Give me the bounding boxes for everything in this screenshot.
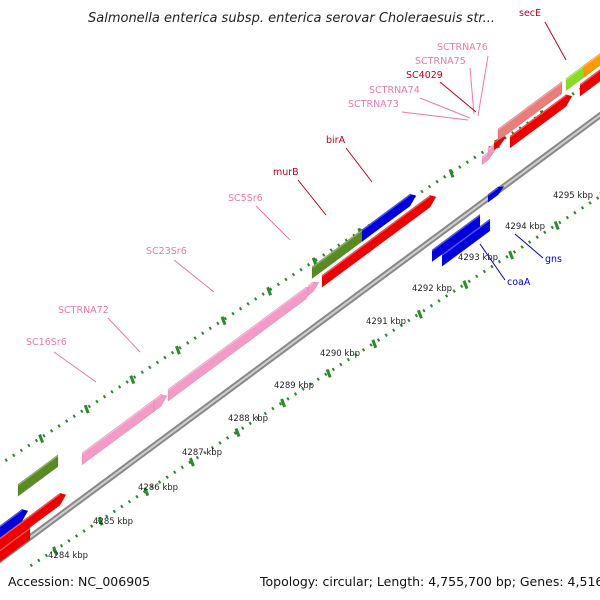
kbp-tick-label: 4284 kbp [48, 551, 88, 561]
gene-olive-left[interactable] [17, 454, 59, 497]
outer-tick [83, 404, 90, 414]
label-leader-line [345, 147, 373, 183]
inner-tick [143, 487, 150, 497]
gene-sctrna72[interactable] [153, 394, 168, 413]
gene-sc16sr6[interactable] [81, 399, 161, 466]
kbp-tick-label: 4291 kbp [366, 317, 406, 327]
gene-gns-a[interactable] [441, 218, 491, 267]
label-murB[interactable]: murB [273, 167, 299, 178]
inner-tick [188, 457, 195, 467]
label-leader-line [477, 55, 489, 117]
gene-red-left-a[interactable] [0, 492, 67, 557]
label-sctrna72[interactable]: SCTRNA72 [58, 305, 109, 316]
inner-tick [325, 368, 332, 378]
outer-tick [266, 286, 273, 296]
gene-sc5sr6[interactable] [307, 281, 320, 297]
kbp-tick-label: 4285 kbp [93, 517, 133, 527]
label-leader-line [297, 179, 327, 216]
outer-tick [448, 168, 455, 178]
accession-text: Accession: NC_006905 [8, 574, 150, 589]
gene-sctrna73[interactable] [481, 151, 495, 166]
label-leader-line [107, 317, 141, 353]
label-sctrna73[interactable]: SCTRNA73 [348, 99, 399, 110]
label-sctrna74[interactable]: SCTRNA74 [369, 85, 420, 96]
inner-tick [553, 221, 560, 231]
label-secE[interactable]: secE [519, 8, 541, 19]
inner-tick [52, 546, 59, 556]
label-leader-line [419, 97, 471, 119]
gene-orange-right[interactable] [583, 50, 600, 78]
label-sctrna76[interactable]: SCTRNA76 [437, 42, 488, 53]
inner-tick [416, 309, 423, 319]
inner-tick [462, 280, 469, 290]
gene-red-far-right[interactable] [579, 66, 600, 97]
label-sc5sr6[interactable]: SC5Sr6 [228, 193, 263, 204]
label-leader-line [255, 205, 291, 241]
kbp-tick-label: 4289 kbp [274, 381, 314, 391]
label-sc4029[interactable]: SC4029 [406, 70, 443, 81]
label-leader-line [401, 111, 469, 121]
label-gns[interactable]: gns [545, 254, 562, 265]
label-sctrna75[interactable]: SCTRNA75 [415, 56, 466, 67]
label-leader-line [439, 81, 477, 113]
outer-tick [129, 375, 136, 385]
label-leader-line [514, 233, 544, 259]
label-leader-line [479, 243, 506, 281]
map-title: Salmonella enterica subsp. enterica sero… [88, 11, 495, 26]
label-leader-line [53, 351, 97, 383]
inner-tick [371, 339, 378, 349]
label-coaA[interactable]: coaA [507, 277, 531, 288]
inner-tick [97, 516, 104, 526]
outer-tick [220, 316, 227, 326]
kbp-tick-label: 4290 kbp [320, 349, 360, 359]
gene-gns-b[interactable] [487, 186, 505, 203]
gene-red-birA[interactable] [371, 194, 437, 251]
summary-text: Topology: circular; Length: 4,755,700 bp… [259, 574, 600, 589]
inner-dot-track [0, 194, 600, 588]
label-leader-line [173, 259, 215, 293]
outer-tick [174, 345, 181, 355]
kbp-tick-label: 4287 kbp [182, 448, 222, 458]
label-birA[interactable]: birA [326, 135, 346, 146]
gene-red-left-b[interactable] [0, 526, 31, 569]
gene-features [0, 50, 600, 569]
inner-tick [234, 427, 241, 438]
label-leader-line [469, 67, 475, 115]
kbp-tick-label: 4295 kbp [553, 191, 593, 201]
label-sc16sr6[interactable]: SC16Sr6 [26, 337, 67, 348]
outer-tick [38, 434, 45, 444]
label-leader-line [544, 21, 567, 61]
inner-tick [280, 398, 287, 408]
label-sc23sr6[interactable]: SC23Sr6 [146, 246, 187, 257]
gene-salmon[interactable] [497, 80, 563, 142]
gene-birA[interactable] [361, 193, 417, 243]
gene-red-right[interactable] [509, 94, 573, 149]
kbp-tick-label: 4292 kbp [412, 284, 452, 294]
inner-tick [508, 250, 515, 260]
kbp-tick-label: 4294 kbp [505, 222, 545, 232]
kbp-tick-label: 4288 kbp [228, 414, 268, 424]
label-leaders [53, 21, 567, 383]
kbp-tick-label: 4293 kbp [458, 253, 498, 263]
gene-blue-left[interactable] [0, 508, 29, 545]
kbp-tick-label: 4286 kbp [138, 483, 178, 493]
